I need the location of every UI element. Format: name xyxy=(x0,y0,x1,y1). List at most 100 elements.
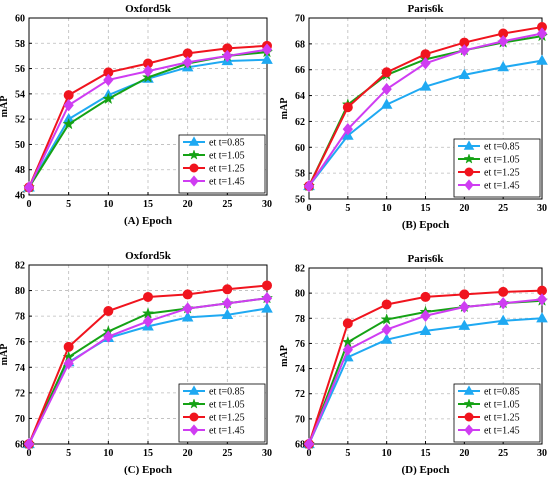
data-point-marker xyxy=(498,297,509,310)
data-point-marker xyxy=(498,35,509,48)
data-point-marker xyxy=(498,286,509,297)
legend-marker xyxy=(188,136,200,146)
data-point-marker xyxy=(182,56,193,69)
data-point-marker xyxy=(23,437,35,451)
legend-entry-label: et t=1.45 xyxy=(484,426,520,437)
x-tick-label: 10 xyxy=(103,199,113,210)
data-point-marker xyxy=(261,43,273,56)
data-point-marker xyxy=(261,53,273,64)
y-tick-label: 50 xyxy=(15,140,25,151)
legend: et t=0.85 et t=1.05 et t=1.25 et t=1.45 xyxy=(453,138,541,198)
legend-marker xyxy=(189,424,199,436)
data-point-marker xyxy=(142,315,154,328)
y-tick-label: 76 xyxy=(295,339,305,350)
legend-marker xyxy=(463,385,475,395)
data-point-marker xyxy=(222,297,233,310)
data-point-marker xyxy=(221,308,234,319)
data-point-marker xyxy=(381,82,392,96)
y-tick-label: 72 xyxy=(295,389,305,400)
data-point-marker xyxy=(222,284,233,295)
legend-entry-label: et t=0.85 xyxy=(484,142,520,153)
y-tick-label: 68 xyxy=(295,440,305,451)
data-point-marker xyxy=(342,123,353,136)
data-point-marker xyxy=(181,311,194,322)
y-tick-label: 54 xyxy=(15,89,25,100)
data-point-marker xyxy=(303,179,315,193)
legend-entry-label: et t=1.25 xyxy=(209,413,245,424)
y-tick-label: 82 xyxy=(15,261,25,272)
data-point-marker xyxy=(342,318,353,329)
y-tick-label: 80 xyxy=(295,289,305,300)
x-tick-label: 5 xyxy=(345,203,350,214)
data-point-marker xyxy=(536,54,548,65)
legend-marker xyxy=(189,412,199,422)
series-et-t-1-45 xyxy=(23,43,273,194)
series-et-t-1-45 xyxy=(303,293,548,451)
y-tick-label: 82 xyxy=(295,264,305,275)
data-point-marker xyxy=(380,313,393,325)
y-tick-label: 78 xyxy=(15,312,25,323)
data-point-marker xyxy=(103,330,114,343)
legend: et t=0.85 et t=1.05 et t=1.25 et t=1.45 xyxy=(453,383,541,443)
x-tick-label: 10 xyxy=(382,448,392,459)
x-tick-label: 15 xyxy=(143,199,153,210)
x-tick-label: 20 xyxy=(183,448,193,459)
series-et-t-1-25 xyxy=(304,285,547,449)
y-tick-label: 56 xyxy=(295,195,305,206)
x-tick-label: 0 xyxy=(307,203,312,214)
x-tick-label: 25 xyxy=(498,448,508,459)
x-tick-label: 30 xyxy=(262,448,272,459)
data-point-marker xyxy=(459,300,470,314)
legend-entry-label: et t=1.05 xyxy=(484,400,520,411)
data-point-marker xyxy=(536,312,548,323)
data-point-marker xyxy=(182,302,193,315)
x-axis-caption: (A) Epoch xyxy=(124,215,172,227)
y-tick-label: 62 xyxy=(295,117,305,128)
data-point-marker xyxy=(536,293,548,306)
x-tick-label: 20 xyxy=(459,203,469,214)
y-tick-label: 48 xyxy=(15,165,25,176)
x-axis-caption: (D) Epoch xyxy=(402,464,450,475)
legend-entry-label: et t=0.85 xyxy=(209,138,245,149)
data-point-marker xyxy=(303,437,315,451)
x-tick-label: 15 xyxy=(421,448,431,459)
x-tick-label: 5 xyxy=(66,199,71,210)
x-tick-label: 25 xyxy=(222,199,232,210)
y-tick-label: 58 xyxy=(295,169,305,180)
data-point-marker xyxy=(497,60,509,72)
chart-title: Oxford5k xyxy=(125,3,172,15)
series-et-t-1-25 xyxy=(304,22,547,192)
data-point-marker xyxy=(262,280,272,291)
legend-marker xyxy=(464,412,474,422)
data-point-marker xyxy=(342,102,353,113)
data-point-marker xyxy=(62,117,75,130)
legend-entry-label: et t=1.25 xyxy=(209,164,245,175)
data-point-marker xyxy=(63,90,74,101)
x-tick-label: 30 xyxy=(537,203,547,214)
legend: et t=0.85 et t=1.05 et t=1.25 et t=1.45 xyxy=(178,383,266,443)
y-tick-label: 46 xyxy=(15,191,25,202)
x-tick-label: 30 xyxy=(262,199,272,210)
legend-marker xyxy=(463,398,475,409)
x-tick-label: 10 xyxy=(103,448,113,459)
chart-title: Oxford5k xyxy=(125,250,172,262)
y-tick-label: 74 xyxy=(295,364,305,375)
y-tick-label: 70 xyxy=(295,414,305,425)
data-point-marker xyxy=(458,68,471,79)
data-point-marker xyxy=(497,314,509,325)
series-et-t-1-45 xyxy=(303,27,548,193)
x-tick-label: 25 xyxy=(222,448,232,459)
legend-marker xyxy=(464,179,474,191)
data-point-marker xyxy=(143,291,153,302)
data-point-marker xyxy=(102,92,115,105)
data-point-marker xyxy=(261,292,273,305)
y-tick-label: 64 xyxy=(295,91,305,102)
legend-entry-label: et t=1.45 xyxy=(209,177,245,188)
chart-panel-2: 0 5 10 15 20 25 30 56 58 60 62 64 66 68 70 Paris6k mAP (B… xyxy=(279,3,549,231)
legend-marker xyxy=(188,149,200,160)
data-point-marker xyxy=(103,306,114,317)
chart-title: Paris6k xyxy=(407,3,444,15)
data-point-marker xyxy=(420,57,431,70)
y-tick-label: 58 xyxy=(15,39,25,50)
